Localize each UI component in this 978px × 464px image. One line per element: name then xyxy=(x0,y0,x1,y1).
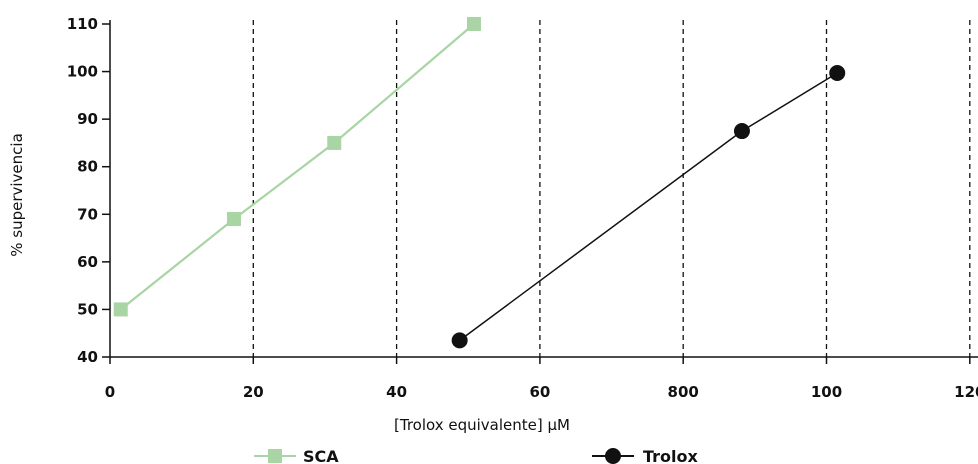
x-axis-title: [Trolox equivalente] µM xyxy=(394,416,570,434)
legend: SCA Trolox xyxy=(254,447,699,464)
y-tick-label-0: 40 xyxy=(77,348,98,366)
series-sca-line xyxy=(120,23,475,311)
y-tick-label-7: 110 xyxy=(67,15,98,33)
series-trolox-point-2 xyxy=(829,64,846,81)
y-tick-label-6: 100 xyxy=(67,63,98,81)
legend-trolox-label: Trolox xyxy=(643,447,699,464)
series-trolox-point-0 xyxy=(451,332,468,349)
x-tick-label-6: 120 xyxy=(954,383,978,401)
x-tick-label-4: 800 xyxy=(668,383,699,401)
series-sca-point-2 xyxy=(327,135,342,150)
x-tick-label-5: 100 xyxy=(811,383,842,401)
y-tick-label-1: 50 xyxy=(77,300,98,318)
series-sca-point-1 xyxy=(226,212,241,227)
legend-sca-marker xyxy=(268,449,282,463)
y-tick-label-4: 80 xyxy=(77,158,98,176)
y-tick-label-2: 60 xyxy=(77,253,98,271)
series-trolox-line xyxy=(459,72,838,341)
y-tick-label-5: 90 xyxy=(77,110,98,128)
legend-item-sca[interactable]: SCA xyxy=(254,447,339,464)
legend-item-trolox[interactable]: Trolox xyxy=(592,447,699,464)
x-tick-label-2: 40 xyxy=(386,383,407,401)
legend-sca-label: SCA xyxy=(303,447,339,464)
series-trolox-point-1 xyxy=(733,123,750,140)
y-tick-label-3: 70 xyxy=(77,205,98,223)
x-tick-label-0: 0 xyxy=(105,383,115,401)
ticks: 40 50 60 70 80 90 100 110 0 20 40 60 800 100 120 xyxy=(67,15,978,401)
x-tick-label-1: 20 xyxy=(243,383,264,401)
series-sca-point-3 xyxy=(466,17,481,31)
y-axis-title: % supervivencia xyxy=(8,133,26,257)
grid xyxy=(252,20,971,357)
x-tick-label-3: 60 xyxy=(529,383,550,401)
legend-trolox-marker xyxy=(605,448,621,464)
axes xyxy=(109,20,978,358)
series-sca-point-0 xyxy=(113,302,128,317)
series-group xyxy=(113,17,846,349)
